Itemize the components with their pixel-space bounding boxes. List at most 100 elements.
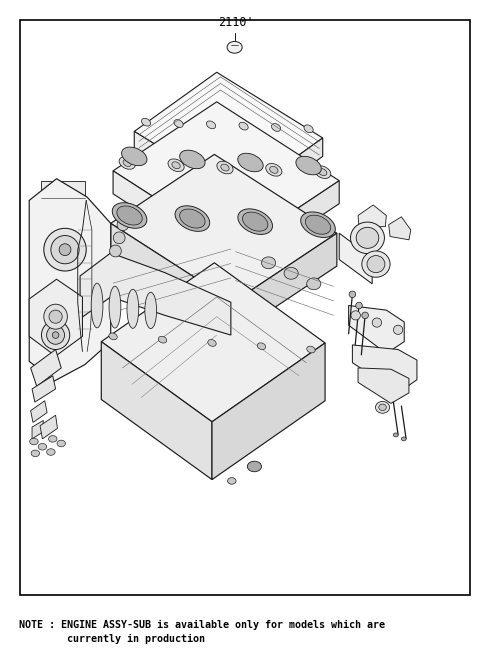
Ellipse shape — [266, 164, 282, 176]
Ellipse shape — [109, 333, 117, 340]
Text: NOTE : ENGINE ASSY-SUB is available only for models which are: NOTE : ENGINE ASSY-SUB is available only… — [19, 620, 385, 631]
Ellipse shape — [284, 267, 298, 279]
Polygon shape — [113, 102, 339, 250]
Ellipse shape — [262, 257, 276, 269]
Ellipse shape — [206, 121, 216, 129]
Ellipse shape — [350, 222, 384, 254]
Ellipse shape — [356, 227, 379, 248]
Ellipse shape — [394, 325, 403, 334]
Ellipse shape — [52, 332, 59, 338]
Polygon shape — [358, 205, 386, 227]
Ellipse shape — [300, 212, 336, 237]
Ellipse shape — [168, 159, 184, 171]
Ellipse shape — [372, 318, 382, 327]
Ellipse shape — [47, 449, 55, 455]
Ellipse shape — [180, 209, 205, 228]
Ellipse shape — [109, 245, 121, 257]
Ellipse shape — [113, 232, 125, 244]
Ellipse shape — [172, 162, 180, 169]
Ellipse shape — [123, 160, 132, 166]
Ellipse shape — [121, 147, 147, 166]
Ellipse shape — [180, 150, 205, 169]
Ellipse shape — [44, 304, 67, 329]
Text: 2110': 2110' — [218, 16, 253, 30]
Ellipse shape — [48, 436, 57, 442]
Ellipse shape — [59, 244, 71, 256]
Ellipse shape — [227, 41, 242, 53]
Polygon shape — [240, 138, 323, 215]
Ellipse shape — [221, 164, 229, 171]
Ellipse shape — [307, 278, 321, 290]
Polygon shape — [40, 415, 58, 439]
Ellipse shape — [247, 461, 262, 472]
Ellipse shape — [307, 346, 315, 353]
Ellipse shape — [47, 326, 64, 344]
Bar — [20, 20, 470, 595]
Ellipse shape — [112, 203, 147, 228]
Ellipse shape — [31, 450, 39, 457]
Polygon shape — [29, 179, 111, 381]
Ellipse shape — [351, 311, 360, 320]
Ellipse shape — [257, 343, 265, 350]
Polygon shape — [352, 345, 417, 393]
Ellipse shape — [356, 302, 362, 309]
Ellipse shape — [270, 166, 278, 173]
Ellipse shape — [158, 336, 167, 343]
Polygon shape — [111, 223, 233, 335]
Polygon shape — [134, 131, 240, 215]
Ellipse shape — [367, 256, 385, 273]
Ellipse shape — [305, 215, 331, 235]
Ellipse shape — [401, 437, 406, 441]
Polygon shape — [31, 350, 61, 386]
Polygon shape — [233, 233, 337, 335]
Ellipse shape — [127, 289, 139, 328]
Ellipse shape — [272, 124, 281, 131]
Polygon shape — [31, 401, 47, 422]
Ellipse shape — [51, 236, 79, 264]
Ellipse shape — [142, 118, 151, 126]
Polygon shape — [389, 217, 411, 240]
Polygon shape — [212, 343, 325, 480]
Ellipse shape — [175, 206, 210, 231]
Ellipse shape — [304, 125, 313, 133]
Polygon shape — [113, 171, 236, 273]
Ellipse shape — [174, 120, 183, 127]
Polygon shape — [32, 376, 56, 402]
Ellipse shape — [30, 438, 38, 445]
Polygon shape — [111, 154, 337, 302]
Ellipse shape — [319, 169, 327, 175]
Ellipse shape — [38, 443, 47, 450]
Polygon shape — [101, 342, 212, 480]
Ellipse shape — [394, 433, 398, 437]
Ellipse shape — [145, 292, 156, 328]
Polygon shape — [236, 181, 339, 273]
Ellipse shape — [217, 161, 233, 174]
Ellipse shape — [57, 440, 65, 447]
Ellipse shape — [314, 166, 331, 179]
Ellipse shape — [242, 212, 268, 231]
Ellipse shape — [117, 219, 129, 231]
Ellipse shape — [238, 209, 273, 235]
Ellipse shape — [362, 251, 390, 277]
Ellipse shape — [362, 312, 369, 319]
Ellipse shape — [44, 229, 86, 271]
Polygon shape — [134, 72, 323, 197]
Polygon shape — [101, 263, 325, 422]
Ellipse shape — [117, 206, 142, 225]
Ellipse shape — [238, 153, 263, 171]
Ellipse shape — [208, 340, 216, 346]
Bar — [40, 181, 85, 215]
Ellipse shape — [379, 404, 386, 411]
Ellipse shape — [239, 122, 248, 130]
Ellipse shape — [296, 156, 321, 175]
Ellipse shape — [109, 286, 121, 328]
Ellipse shape — [91, 283, 103, 328]
Ellipse shape — [41, 321, 70, 350]
Polygon shape — [32, 420, 43, 439]
Ellipse shape — [375, 401, 390, 413]
Polygon shape — [339, 233, 372, 284]
Ellipse shape — [228, 478, 236, 484]
Ellipse shape — [49, 310, 62, 323]
Ellipse shape — [119, 156, 135, 170]
Ellipse shape — [121, 206, 132, 217]
